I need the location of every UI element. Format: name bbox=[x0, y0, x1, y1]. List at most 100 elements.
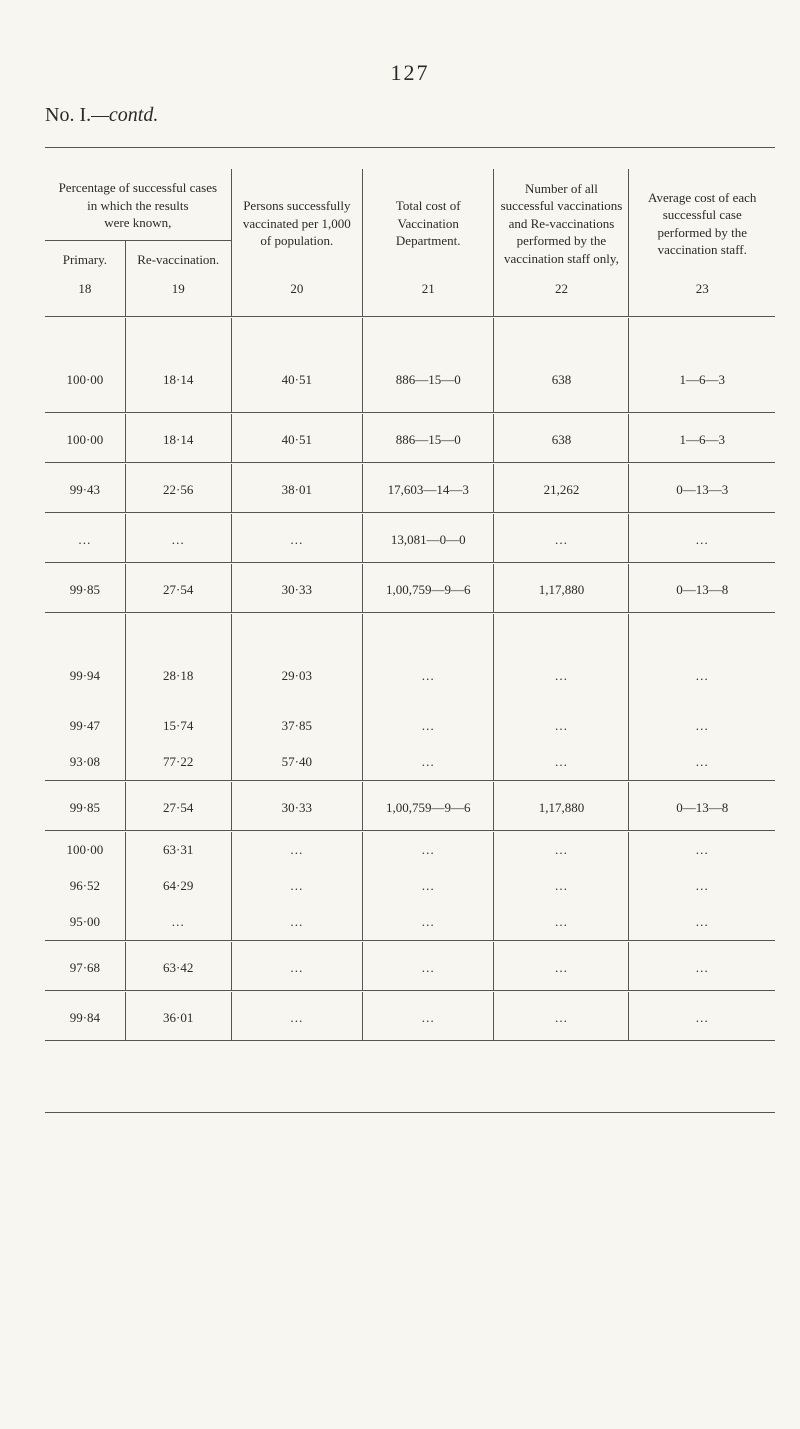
cell: 95·00 bbox=[45, 904, 125, 940]
cell: … bbox=[494, 514, 629, 562]
heading-contd: —contd. bbox=[91, 104, 158, 126]
cell: 57·40 bbox=[231, 744, 362, 780]
cell: 1,00,759—9—6 bbox=[363, 564, 494, 612]
cell: 30·33 bbox=[231, 564, 362, 612]
cell: 99·85 bbox=[45, 564, 125, 612]
colnum-23: 23 bbox=[629, 276, 775, 316]
cell: 40·51 bbox=[231, 318, 362, 412]
cell: … bbox=[494, 744, 629, 780]
cell: 40·51 bbox=[231, 414, 362, 462]
cell: 886—15—0 bbox=[363, 318, 494, 412]
cell: … bbox=[629, 942, 775, 990]
cell: 27·54 bbox=[125, 564, 231, 612]
cell: 37·85 bbox=[231, 708, 362, 744]
cell: … bbox=[231, 514, 362, 562]
cell: 63·31 bbox=[125, 832, 231, 868]
cell: 64·29 bbox=[125, 868, 231, 904]
cell: 21,262 bbox=[494, 464, 629, 512]
page: 127 No. I.—contd. Percentage of successf… bbox=[0, 0, 800, 1154]
header-total-cost: Total cost of Vaccination Department. bbox=[363, 169, 494, 276]
table-row: 100·00 18·14 40·51 886—15—0 638 1—6—3 bbox=[45, 318, 775, 412]
cell: … bbox=[125, 514, 231, 562]
cell: … bbox=[629, 904, 775, 940]
cell: 13,081—0—0 bbox=[363, 514, 494, 562]
cell: … bbox=[494, 614, 629, 708]
cell: 17,603—14—3 bbox=[363, 464, 494, 512]
cell: 100·00 bbox=[45, 414, 125, 462]
cell: … bbox=[494, 832, 629, 868]
cell: 99·94 bbox=[45, 614, 125, 708]
colnum-21: 21 bbox=[363, 276, 494, 316]
cell: 36·01 bbox=[125, 992, 231, 1040]
cell: 27·54 bbox=[125, 782, 231, 830]
cell: … bbox=[494, 708, 629, 744]
cell: … bbox=[629, 868, 775, 904]
table-row: 100·00 18·14 40·51 886—15—0 638 1—6—3 bbox=[45, 414, 775, 462]
cell: … bbox=[494, 904, 629, 940]
cell: 22·56 bbox=[125, 464, 231, 512]
table-row: 99·85 27·54 30·33 1,00,759—9—6 1,17,880 … bbox=[45, 782, 775, 830]
heading-prefix: No. I. bbox=[45, 104, 91, 126]
table-row: 96·52 64·29 … … … … bbox=[45, 868, 775, 904]
cell: 38·01 bbox=[231, 464, 362, 512]
colnum-18: 18 bbox=[45, 276, 125, 316]
header-group-percentage: Percentage of successful cases in which … bbox=[45, 169, 231, 240]
cell: … bbox=[363, 992, 494, 1040]
cell: … bbox=[125, 904, 231, 940]
cell: … bbox=[629, 992, 775, 1040]
cell: 28·18 bbox=[125, 614, 231, 708]
cell: … bbox=[363, 868, 494, 904]
cell: 638 bbox=[494, 414, 629, 462]
cell: 18·14 bbox=[125, 318, 231, 412]
table-header-numbers: 18 19 20 21 22 23 bbox=[45, 276, 775, 316]
cell: … bbox=[494, 868, 629, 904]
cell: 99·85 bbox=[45, 782, 125, 830]
cell: 99·84 bbox=[45, 992, 125, 1040]
cell: … bbox=[231, 942, 362, 990]
header-revaccination: Re-vaccination. bbox=[125, 240, 231, 276]
cell: 77·22 bbox=[125, 744, 231, 780]
table-row: 100·00 63·31 … … … … bbox=[45, 832, 775, 868]
cell: 15·74 bbox=[125, 708, 231, 744]
header-primary: Primary. bbox=[45, 240, 125, 276]
cell: 96·52 bbox=[45, 868, 125, 904]
table-row: 95·00 … … … … … bbox=[45, 904, 775, 940]
cell: 1,00,759—9—6 bbox=[363, 782, 494, 830]
cell: 1,17,880 bbox=[494, 782, 629, 830]
continuation-heading: No. I.—contd. bbox=[45, 104, 775, 127]
cell: 18·14 bbox=[125, 414, 231, 462]
table-row: 93·08 77·22 57·40 … … … bbox=[45, 744, 775, 780]
cell: … bbox=[45, 514, 125, 562]
colnum-22: 22 bbox=[494, 276, 629, 316]
cell: 100·00 bbox=[45, 832, 125, 868]
cell: … bbox=[363, 942, 494, 990]
cell: 99·47 bbox=[45, 708, 125, 744]
table-row: 99·84 36·01 … … … … bbox=[45, 992, 775, 1040]
cell: … bbox=[629, 832, 775, 868]
header-number: Number of all successful vaccinations an… bbox=[494, 169, 629, 276]
table-row: 99·94 28·18 29·03 … … … bbox=[45, 614, 775, 708]
cell: 1—6—3 bbox=[629, 318, 775, 412]
cell: … bbox=[231, 868, 362, 904]
table-row: 99·43 22·56 38·01 17,603—14—3 21,262 0—1… bbox=[45, 464, 775, 512]
table-row: 99·85 27·54 30·33 1,00,759—9—6 1,17,880 … bbox=[45, 564, 775, 612]
cell: … bbox=[629, 614, 775, 708]
cell: 63·42 bbox=[125, 942, 231, 990]
cell: 30·33 bbox=[231, 782, 362, 830]
cell: … bbox=[629, 708, 775, 744]
cell: … bbox=[363, 614, 494, 708]
cell: 1,17,880 bbox=[494, 564, 629, 612]
colnum-20: 20 bbox=[231, 276, 362, 316]
table-row: 99·47 15·74 37·85 … … … bbox=[45, 708, 775, 744]
data-table: Percentage of successful cases in which … bbox=[45, 147, 775, 1114]
cell: 97·68 bbox=[45, 942, 125, 990]
cell: … bbox=[629, 744, 775, 780]
cell: 93·08 bbox=[45, 744, 125, 780]
cell: 638 bbox=[494, 318, 629, 412]
cell: … bbox=[494, 942, 629, 990]
cell: … bbox=[494, 992, 629, 1040]
header-persons: Persons successfully vaccinated per 1,00… bbox=[231, 169, 362, 276]
cell: … bbox=[231, 904, 362, 940]
cell: 0—13—8 bbox=[629, 782, 775, 830]
cell: … bbox=[231, 832, 362, 868]
